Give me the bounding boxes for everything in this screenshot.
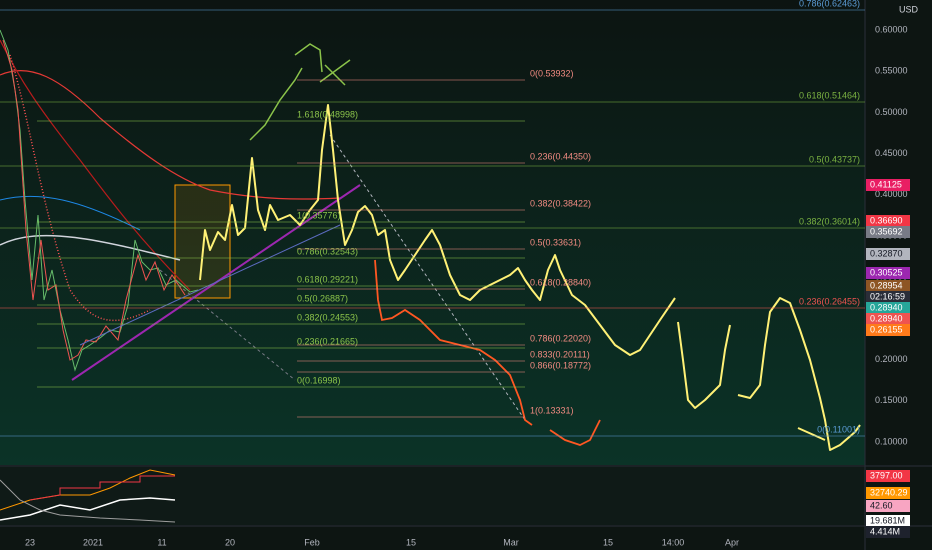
price-tag-label: 0.35692 [870, 226, 903, 236]
moving-average [9, 54, 151, 322]
price-tag [866, 280, 910, 292]
time-label: Mar [503, 537, 519, 547]
fib-label: 0.5(0.26887) [297, 293, 348, 303]
price-tag [866, 526, 910, 538]
price-tag [866, 248, 910, 260]
moving-average [0, 70, 341, 200]
price-label: 0.20000 [875, 354, 908, 364]
time-label: 11 [157, 537, 166, 547]
indicator-line [0, 497, 176, 521]
currency: USD [899, 4, 919, 14]
fib-label: 0.786(0.22020) [530, 333, 591, 343]
moving-average [0, 234, 181, 261]
moving-average [0, 39, 191, 291]
price-tag-label: 0.30525 [870, 267, 903, 277]
time-label: 2021 [83, 537, 103, 547]
fib-label: 0(0.11001) [817, 424, 860, 434]
fib-label: 0.786(0.32543) [297, 246, 358, 256]
indicator-line [29, 475, 175, 501]
price-tag-label: 0.28940 [870, 302, 903, 312]
trend-line [79, 224, 341, 346]
price-tag-label: 4.414M [870, 526, 900, 536]
fib-label: 0.382(0.24553) [297, 312, 358, 322]
fib-label: 1(0.13331) [530, 405, 574, 415]
price-tag [866, 226, 910, 238]
indicator-line [0, 479, 176, 523]
time-label: 14:00 [662, 537, 685, 547]
price-label: 0.55000 [875, 66, 908, 76]
price-tag [866, 313, 910, 325]
fib-label: 0.236(0.44350) [530, 151, 591, 161]
fib-label: 1(0.35776) [297, 210, 341, 220]
price-label: 0.40000 [875, 189, 908, 199]
price-tag-label: 32740.29 [870, 487, 908, 497]
price-label: 0.10000 [875, 436, 908, 446]
price-tag-label: 0.32870 [870, 248, 903, 258]
time-label: 15 [406, 537, 416, 547]
price-tag-label: 42.60 [870, 500, 893, 510]
time-label: 23 [25, 537, 35, 547]
fib-label: 0(0.16998) [297, 375, 341, 385]
price-label: 0.50000 [875, 107, 908, 117]
price-label: 0.15000 [875, 395, 908, 405]
price-tag-label: 0.41125 [870, 179, 902, 189]
price-tag [866, 267, 910, 279]
price-label: 0.60000 [875, 24, 908, 34]
price-candles [2, 39, 186, 361]
projection-path [677, 297, 861, 451]
fib-label: 0.236(0.21665) [297, 336, 358, 346]
fib-label: 0.5(0.43737) [809, 154, 860, 164]
price-tag [866, 324, 910, 336]
price-tag-label: 0.28940 [870, 313, 903, 323]
indicator-pane [0, 467, 865, 525]
price-tag-label: 3797.00 [870, 470, 903, 480]
fib-label: 1.618(0.48998) [297, 109, 358, 119]
time-label: 15 [603, 537, 613, 547]
price-tag [866, 515, 910, 527]
price-tag [866, 215, 910, 227]
price-tag [866, 470, 910, 482]
price-tag-label: 0.28954 [870, 280, 903, 290]
fib-label: 0.5(0.33631) [530, 237, 581, 247]
fib-label: 0.866(0.18772) [530, 360, 591, 370]
price-label: 0.45000 [875, 148, 908, 158]
price-tag [866, 302, 910, 314]
fib-label: 0.236(0.26455) [799, 296, 860, 306]
fib-label: 0(0.53932) [530, 68, 574, 78]
price-tag-label: 02:16:59 [870, 291, 905, 301]
fib-label: 0.786(0.62463) [799, 0, 860, 8]
price-tag-label: 0.26155 [870, 324, 903, 334]
fib-label: 0.618(0.51464) [799, 90, 860, 100]
drawings [0, 29, 861, 523]
projection-path [374, 259, 601, 446]
moving-average [0, 195, 141, 231]
fib-label: 0.382(0.38422) [530, 198, 591, 208]
price-tag [866, 500, 910, 512]
time-label: Feb [304, 537, 320, 547]
time-label: 20 [225, 537, 235, 547]
fib-label: 0.618(0.28840) [530, 277, 591, 287]
range-box [174, 184, 231, 299]
time-label: Apr [725, 537, 739, 547]
price-tag [866, 291, 910, 303]
sketch [249, 43, 351, 141]
price-tag-label: 19.681M [870, 515, 905, 525]
fib-label: 0.833(0.20111) [530, 349, 590, 359]
price-tag [866, 179, 910, 191]
price-tag-label: 0.36690 [870, 215, 903, 225]
price-tag [866, 487, 910, 499]
fib-label: 0.382(0.36014) [799, 216, 860, 226]
projection-path [199, 104, 676, 356]
fib-label: 0.618(0.29221) [297, 274, 358, 284]
trend-line [159, 269, 296, 381]
